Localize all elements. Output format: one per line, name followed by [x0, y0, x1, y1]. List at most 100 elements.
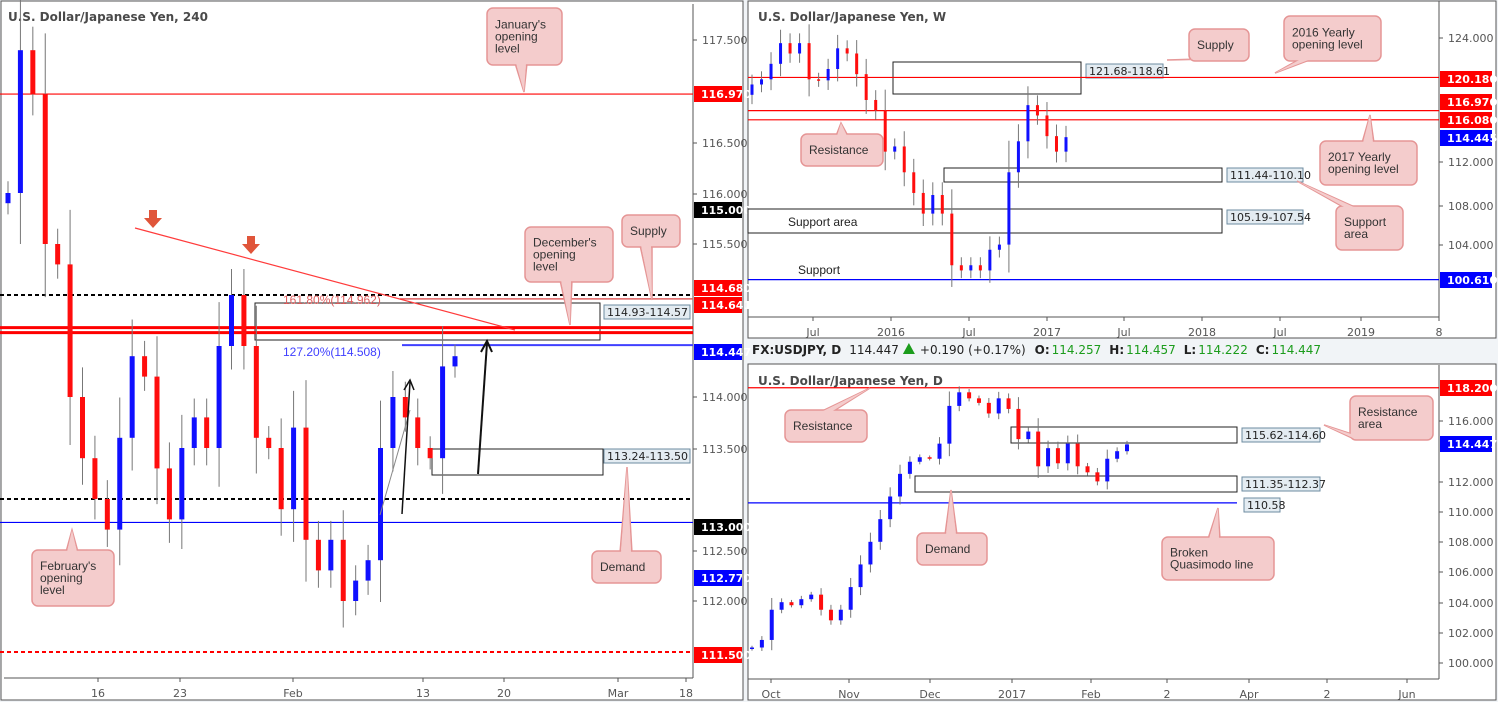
candle-body	[154, 376, 160, 469]
price-label-badge	[1440, 130, 1492, 146]
callout-text: Resistance	[809, 143, 869, 157]
x-tick-label: 2016	[877, 326, 905, 339]
callout-text: Supply	[1197, 38, 1234, 52]
y-tick-label: 116.000	[702, 188, 748, 201]
candle-body	[921, 192, 925, 214]
callout-annotation: Demand	[591, 466, 662, 584]
candle-body	[819, 594, 824, 610]
candle-body	[340, 539, 346, 601]
x-tick-label: 8	[1436, 326, 1443, 339]
price-label-text: 118.200	[1447, 382, 1497, 395]
x-tick-label: 2019	[1347, 326, 1375, 339]
y-tick-label: 112.000	[702, 595, 748, 608]
x-tick-label: Jul	[805, 326, 819, 339]
callout-annotation: Resistance	[800, 121, 884, 167]
candle-body	[927, 457, 932, 459]
candle-body	[42, 94, 48, 244]
price-label-badge	[1440, 112, 1492, 128]
daily-symbol-header: FX:USDJPY, D 114.447 +0.190 (+0.17%) O: …	[752, 343, 1321, 357]
y-tick-label: 113.500	[702, 443, 748, 456]
descending-trendline	[134, 227, 516, 331]
x-tick-label: Dec	[919, 688, 940, 701]
candle-body	[1105, 458, 1110, 482]
y-tick-label: 114.000	[702, 391, 748, 404]
candle-body	[836, 48, 840, 69]
low-value: 114.222	[1198, 343, 1248, 357]
callout-text: 2016 Yearly	[1292, 26, 1355, 40]
callout-text: Broken	[1170, 546, 1208, 560]
x-tick-label: 13	[416, 687, 430, 700]
callout-text: January's	[495, 18, 546, 32]
candle-body	[978, 265, 982, 271]
candle-body	[253, 346, 259, 438]
price-label-badge	[694, 519, 742, 535]
candle-body	[874, 99, 878, 111]
zone-rectangle	[431, 448, 604, 476]
close-value: 114.447	[1271, 343, 1321, 357]
candle-body	[750, 647, 754, 650]
candle-body	[788, 43, 792, 54]
zone-caption: Support area	[788, 215, 858, 229]
candle-body	[1036, 431, 1041, 467]
callout-text: Demand	[925, 542, 970, 556]
x-tick-label: 2017	[998, 688, 1026, 701]
y-tick-label: 108.000	[1448, 536, 1494, 549]
chart-title: U.S. Dollar/Japanese Yen, W	[758, 10, 946, 24]
callout-text: level	[533, 260, 558, 274]
price-label-badge	[1440, 380, 1492, 396]
low-label: L:	[1184, 343, 1196, 357]
price-label-text: 114.447	[701, 346, 751, 359]
candle-body	[931, 195, 935, 214]
x-tick-label: Jul	[1116, 326, 1130, 339]
candle-body	[191, 417, 197, 448]
candle-body	[328, 539, 334, 571]
x-tick-label: Jul	[961, 326, 975, 339]
candle-body	[986, 402, 991, 414]
daily-chart: U.S. Dollar/Japanese Yen, D Oct Nov Dec 2017…	[748, 365, 1497, 701]
price-label-badge	[694, 344, 742, 360]
y-tick-label: 112.500	[702, 545, 748, 558]
price-label-badge	[694, 86, 742, 102]
callout-text: level	[40, 583, 65, 597]
candle-body	[957, 392, 962, 406]
candle-body	[799, 599, 804, 606]
price-label-badge	[1440, 71, 1492, 87]
price-label-text: 113.000	[701, 521, 751, 534]
candle-body	[204, 417, 210, 448]
chart-title: U.S. Dollar/Japanese Yen, D	[758, 374, 943, 388]
callout-pointer-fill	[821, 388, 870, 412]
chart-title: U.S. Dollar/Japanese Yen, 240	[8, 10, 208, 24]
zone-label: 111.44-110.10	[1230, 169, 1311, 182]
x-tick-label: Jul	[1272, 326, 1286, 339]
x-tick-label: Nov	[838, 688, 860, 701]
y-tick-label: 117.500	[702, 34, 748, 47]
open-value: 114.257	[1052, 343, 1102, 357]
candle-body	[868, 541, 873, 565]
price-label-text: 116.970	[1447, 96, 1497, 109]
candle-body	[1045, 115, 1049, 137]
callout-text: Demand	[600, 560, 645, 574]
candle-body	[855, 53, 859, 75]
candle-body	[92, 458, 98, 499]
candle-body	[427, 448, 433, 459]
candle-body	[750, 84, 754, 95]
candle-body	[291, 427, 297, 510]
price-label-badge	[694, 202, 742, 218]
callout-pointer-fill	[561, 280, 571, 325]
price-label-badge	[694, 280, 742, 296]
callout-text: opening level	[1328, 162, 1399, 176]
close-label: C:	[1256, 343, 1270, 357]
callout-text: Resistance	[793, 419, 853, 433]
candle-body	[30, 50, 36, 95]
candle-body	[907, 461, 912, 474]
callout-pointer-fill	[1297, 181, 1356, 208]
last-price: 114.447	[849, 343, 899, 357]
arrow-down-icon	[242, 236, 260, 254]
y-tick-label: 104.000	[1448, 597, 1494, 610]
candle-body	[315, 539, 321, 571]
candle-body	[809, 594, 814, 600]
x-tick-label: 23	[173, 687, 187, 700]
price-label-badge	[694, 647, 742, 663]
